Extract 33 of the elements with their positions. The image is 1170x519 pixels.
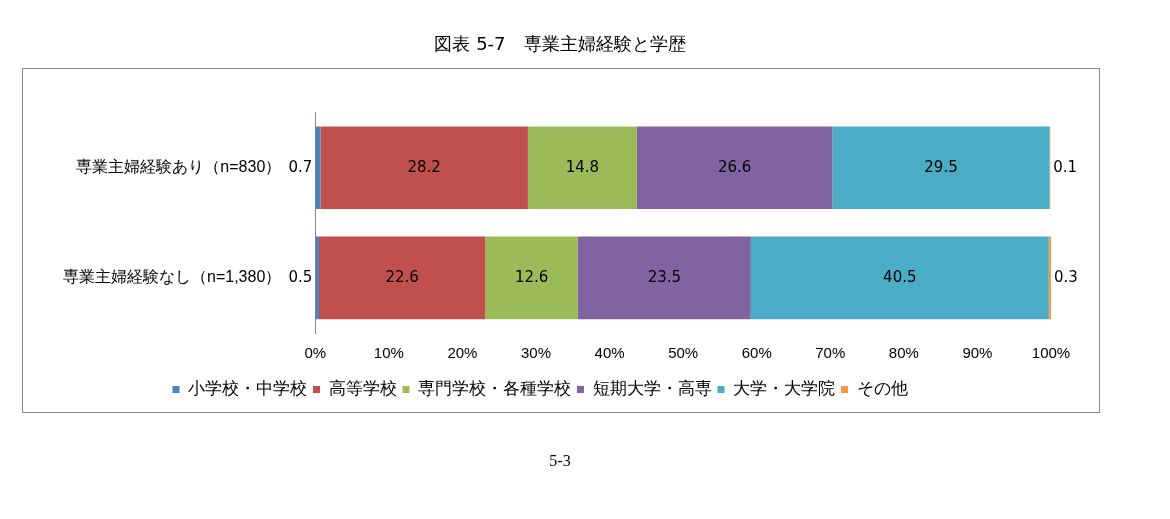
legend-label: 専門学校・各種学校 bbox=[418, 379, 571, 399]
x-tick-label: 60% bbox=[741, 344, 772, 362]
data-label: 22.6 bbox=[385, 267, 419, 286]
x-tick-label: 90% bbox=[962, 344, 993, 362]
data-label: 0.3 bbox=[1054, 267, 1078, 286]
data-label: 29.5 bbox=[924, 157, 958, 176]
x-tick-label: 20% bbox=[447, 344, 478, 362]
data-label: 0.7 bbox=[288, 157, 313, 176]
y-tick-label: 専業主婦経験なし（n=1,380） bbox=[63, 268, 282, 286]
y-tick-label: 専業主婦経験あり（n=830） bbox=[76, 158, 282, 176]
legend-label: 高等学校 bbox=[328, 379, 397, 399]
x-tick-label: 10% bbox=[373, 344, 404, 362]
data-label: 26.6 bbox=[717, 157, 752, 176]
x-tick-label: 100% bbox=[1031, 344, 1071, 362]
data-label: 40.5 bbox=[883, 267, 917, 286]
x-tick-label: 0% bbox=[304, 344, 327, 362]
x-tick-label: 80% bbox=[888, 344, 919, 362]
legend-label: 大学・大学院 bbox=[733, 379, 835, 399]
chart-title: 図表 5-7 専業主婦経験と学歴 bbox=[433, 32, 687, 56]
data-label: 12.6 bbox=[514, 267, 549, 286]
x-tick-label: 40% bbox=[594, 344, 625, 362]
data-label: 0.1 bbox=[1053, 157, 1078, 176]
text: 5-3 bbox=[548, 452, 572, 470]
data-label: 0.5 bbox=[288, 267, 313, 286]
x-tick-label: 30% bbox=[520, 344, 552, 362]
x-tick-label: 50% bbox=[668, 344, 699, 362]
legend-label: 小学校・中学校 bbox=[188, 379, 307, 399]
legend-label: 短期大学・高専 bbox=[592, 379, 712, 399]
legend-label: その他 bbox=[856, 379, 908, 399]
data-label: 28.2 bbox=[407, 157, 441, 176]
x-tick-label: 70% bbox=[815, 344, 846, 362]
data-label: 14.8 bbox=[565, 157, 600, 176]
data-label: 23.5 bbox=[647, 267, 682, 286]
